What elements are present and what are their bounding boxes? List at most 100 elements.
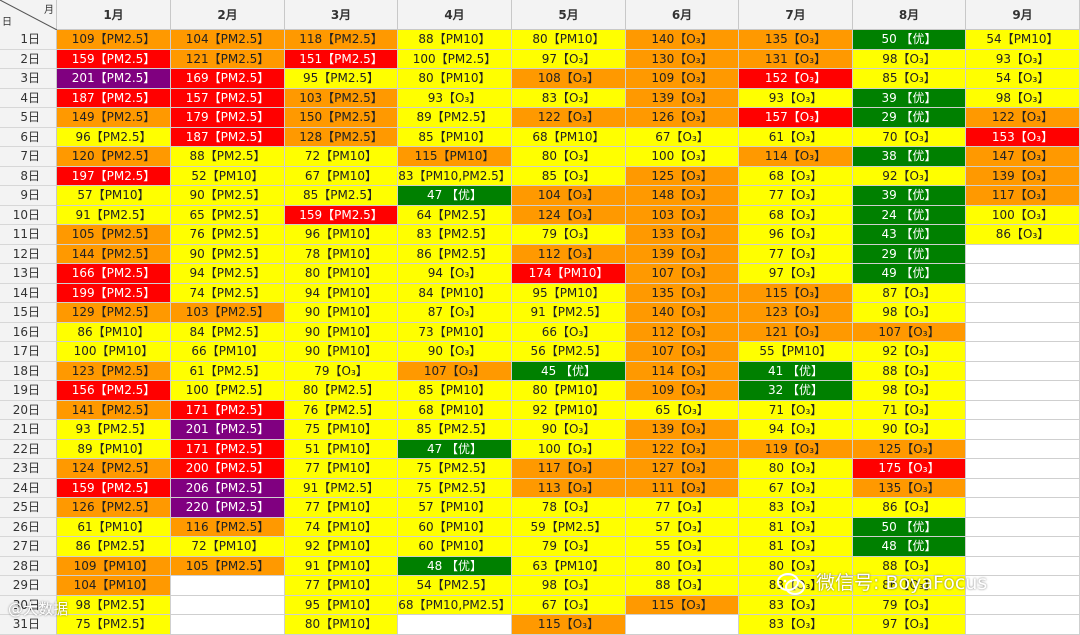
aqi-cell: 98【PM2.5】 xyxy=(57,595,171,615)
aqi-cell: 103【PM2.5】 xyxy=(285,88,398,108)
aqi-cell: 96【O₃】 xyxy=(739,225,853,245)
aqi-cell: 68【PM10】 xyxy=(398,400,512,420)
aqi-cell: 175【O₃】 xyxy=(853,459,966,479)
aqi-cell: 90【PM2.5】 xyxy=(171,186,285,206)
aqi-cell: 115【PM10】 xyxy=(398,147,512,167)
aqi-cell: 54【O₃】 xyxy=(966,69,1080,89)
aqi-cell: 45 【优】 xyxy=(512,361,626,381)
aqi-cell xyxy=(966,381,1080,401)
aqi-cell: 93【O₃】 xyxy=(966,49,1080,69)
aqi-cell: 80【O₃】 xyxy=(739,556,853,576)
aqi-cell: 139【O₃】 xyxy=(626,420,739,440)
aqi-cell: 157【PM2.5】 xyxy=(171,88,285,108)
aqi-cell: 156【PM2.5】 xyxy=(57,381,171,401)
aqi-cell: 81【O₃】 xyxy=(739,537,853,557)
aqi-cell xyxy=(966,283,1080,303)
month-header-7: 7月 xyxy=(739,0,853,30)
aqi-cell: 139【O₃】 xyxy=(626,88,739,108)
aqi-cell: 94【O₃】 xyxy=(739,420,853,440)
aqi-cell: 199【PM2.5】 xyxy=(57,283,171,303)
aqi-cell: 80【O₃】 xyxy=(626,556,739,576)
aqi-cell: 98【O₃】 xyxy=(512,576,626,596)
aqi-cell: 77【PM10】 xyxy=(285,459,398,479)
aqi-cell: 63【PM10】 xyxy=(512,556,626,576)
aqi-cell: 60【PM10】 xyxy=(398,537,512,557)
aqi-cell: 130【O₃】 xyxy=(626,49,739,69)
aqi-cell: 93【O₃】 xyxy=(398,88,512,108)
aqi-cell: 80【PM10】 xyxy=(512,30,626,50)
aqi-cell: 61【PM10】 xyxy=(57,517,171,537)
aqi-cell: 107【O₃】 xyxy=(853,322,966,342)
aqi-cell: 86【PM2.5】 xyxy=(398,244,512,264)
day-label-6: 6日 xyxy=(0,127,57,147)
aqi-cell: 179【PM2.5】 xyxy=(171,108,285,128)
aqi-cell: 97【O₃】 xyxy=(512,49,626,69)
day-label-31: 31日 xyxy=(0,615,57,635)
aqi-cell: 129【PM2.5】 xyxy=(57,303,171,323)
aqi-cell: 152【O₃】 xyxy=(739,69,853,89)
aqi-cell: 71【O₃】 xyxy=(853,400,966,420)
aqi-cell: 54【PM2.5】 xyxy=(398,576,512,596)
aqi-cell: 139【O₃】 xyxy=(966,166,1080,186)
aqi-cell: 83【PM2.5】 xyxy=(398,225,512,245)
aqi-cell: 56【PM2.5】 xyxy=(512,342,626,362)
aqi-cell: 83【O₃】 xyxy=(739,498,853,518)
aqi-cell: 79【O₃】 xyxy=(285,361,398,381)
aqi-cell: 206【PM2.5】 xyxy=(171,478,285,498)
aqi-cell: 135【O₃】 xyxy=(739,30,853,50)
day-label-7: 7日 xyxy=(0,147,57,167)
aqi-cell: 124【O₃】 xyxy=(512,205,626,225)
aqi-cell: 149【PM2.5】 xyxy=(57,108,171,128)
aqi-cell: 84【PM2.5】 xyxy=(171,322,285,342)
day-label-9: 9日 xyxy=(0,186,57,206)
aqi-cell: 85【PM2.5】 xyxy=(398,420,512,440)
aqi-cell: 126【PM2.5】 xyxy=(57,498,171,518)
aqi-cell: 71【O₃】 xyxy=(739,400,853,420)
aqi-cell: 67【PM10】 xyxy=(285,166,398,186)
aqi-cell: 88【O₃】 xyxy=(853,361,966,381)
aqi-cell: 78【O₃】 xyxy=(512,498,626,518)
aqi-cell: 39 【优】 xyxy=(853,88,966,108)
aqi-cell: 103【O₃】 xyxy=(626,205,739,225)
aqi-cell: 85【O₃】 xyxy=(853,69,966,89)
aqi-cell: 75【PM10】 xyxy=(285,420,398,440)
aqi-cell xyxy=(966,420,1080,440)
aqi-cell: 139【O₃】 xyxy=(626,244,739,264)
aqi-cell: 79【O₃】 xyxy=(853,595,966,615)
aqi-cell: 89【PM10】 xyxy=(57,439,171,459)
aqi-cell xyxy=(171,576,285,596)
aqi-cell: 117【O₃】 xyxy=(512,459,626,479)
day-label-19: 19日 xyxy=(0,381,57,401)
aqi-cell: 148【O₃】 xyxy=(626,186,739,206)
aqi-cell: 64【PM2.5】 xyxy=(398,205,512,225)
aqi-cell xyxy=(966,439,1080,459)
aqi-cell: 187【PM2.5】 xyxy=(57,88,171,108)
aqi-cell: 104【PM10】 xyxy=(57,576,171,596)
aqi-cell: 77【O₃】 xyxy=(739,186,853,206)
aqi-cell: 47 【优】 xyxy=(398,439,512,459)
aqi-cell: 54【PM10】 xyxy=(966,30,1080,50)
aqi-cell: 128【PM2.5】 xyxy=(285,127,398,147)
aqi-cell xyxy=(966,517,1080,537)
aqi-cell xyxy=(966,244,1080,264)
aqi-cell xyxy=(171,615,285,635)
aqi-cell: 59【PM2.5】 xyxy=(512,517,626,537)
aqi-cell: 174【PM10】 xyxy=(512,264,626,284)
aqi-cell: 94【O₃】 xyxy=(398,264,512,284)
aqi-cell: 90【PM10】 xyxy=(285,342,398,362)
aqi-cell: 169【PM2.5】 xyxy=(171,69,285,89)
aqi-cell: 24 【优】 xyxy=(853,205,966,225)
aqi-cell: 98【O₃】 xyxy=(853,381,966,401)
aqi-cell: 92【PM10】 xyxy=(285,537,398,557)
aqi-cell: 61【O₃】 xyxy=(739,127,853,147)
aqi-cell: 49 【优】 xyxy=(853,264,966,284)
day-label-24: 24日 xyxy=(0,478,57,498)
aqi-cell: 29 【优】 xyxy=(853,244,966,264)
aqi-cell: 92【O₃】 xyxy=(853,166,966,186)
aqi-cell: 88【O₃】 xyxy=(853,556,966,576)
aqi-cell: 122【O₃】 xyxy=(512,108,626,128)
aqi-cell: 55【PM10】 xyxy=(739,342,853,362)
aqi-cell: 111【O₃】 xyxy=(626,478,739,498)
aqi-cell: 77【PM10】 xyxy=(285,498,398,518)
